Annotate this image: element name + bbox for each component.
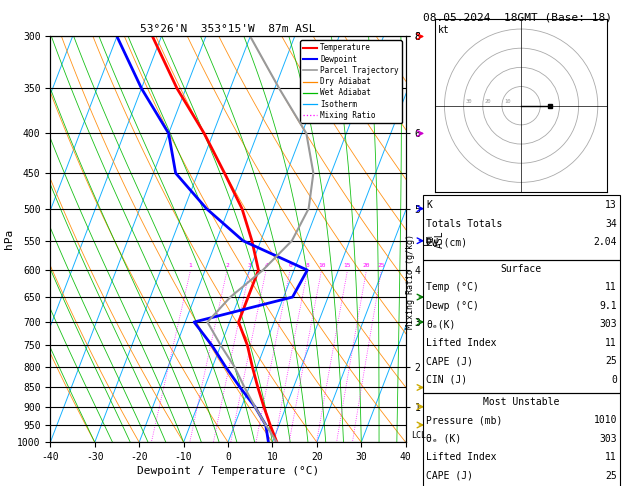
Text: Lifted Index: Lifted Index	[426, 452, 497, 462]
Text: K: K	[426, 200, 432, 210]
Text: 1: 1	[189, 263, 192, 268]
Text: 15: 15	[344, 263, 351, 268]
Y-axis label: km
ASL: km ASL	[423, 230, 445, 248]
Text: 9.1: 9.1	[599, 301, 617, 311]
Text: 303: 303	[599, 434, 617, 444]
Text: 2.04: 2.04	[594, 237, 617, 247]
Text: 10: 10	[318, 263, 325, 268]
Text: 1010: 1010	[594, 416, 617, 425]
Text: 11: 11	[605, 338, 617, 348]
Text: PW (cm): PW (cm)	[426, 237, 467, 247]
X-axis label: Dewpoint / Temperature (°C): Dewpoint / Temperature (°C)	[137, 466, 319, 476]
Text: Temp (°C): Temp (°C)	[426, 282, 479, 293]
Text: Surface: Surface	[501, 264, 542, 274]
Text: 8: 8	[306, 263, 309, 268]
Text: 20: 20	[363, 263, 370, 268]
Text: 4: 4	[264, 263, 268, 268]
Text: 13: 13	[605, 200, 617, 210]
Text: Lifted Index: Lifted Index	[426, 338, 497, 348]
Text: Totals Totals: Totals Totals	[426, 219, 503, 229]
Text: Mixing Ratio (g/kg): Mixing Ratio (g/kg)	[406, 234, 415, 330]
Text: 25: 25	[377, 263, 385, 268]
Text: θₑ(K): θₑ(K)	[426, 319, 456, 330]
Text: 25: 25	[605, 356, 617, 366]
Text: 10: 10	[504, 99, 510, 104]
Text: θₑ (K): θₑ (K)	[426, 434, 462, 444]
Text: 6: 6	[288, 263, 292, 268]
Text: 11: 11	[605, 452, 617, 462]
Text: CIN (J): CIN (J)	[426, 375, 467, 385]
Text: kt: kt	[438, 25, 450, 35]
Text: 34: 34	[605, 219, 617, 229]
Text: 11: 11	[605, 282, 617, 293]
Text: 25: 25	[605, 471, 617, 481]
Text: 3: 3	[248, 263, 252, 268]
Text: CAPE (J): CAPE (J)	[426, 356, 474, 366]
Text: Most Unstable: Most Unstable	[483, 397, 559, 407]
Text: 0: 0	[611, 375, 617, 385]
Text: 2: 2	[225, 263, 229, 268]
Text: 303: 303	[599, 319, 617, 330]
Text: 20: 20	[485, 99, 491, 104]
Text: 08.05.2024  18GMT (Base: 18): 08.05.2024 18GMT (Base: 18)	[423, 12, 611, 22]
Text: CAPE (J): CAPE (J)	[426, 471, 474, 481]
Text: Pressure (mb): Pressure (mb)	[426, 416, 503, 425]
Text: 30: 30	[465, 99, 472, 104]
Text: Dewp (°C): Dewp (°C)	[426, 301, 479, 311]
Title: 53°26'N  353°15'W  87m ASL: 53°26'N 353°15'W 87m ASL	[140, 24, 316, 35]
Legend: Temperature, Dewpoint, Parcel Trajectory, Dry Adiabat, Wet Adiabat, Isotherm, Mi: Temperature, Dewpoint, Parcel Trajectory…	[300, 40, 402, 123]
Y-axis label: hPa: hPa	[4, 229, 14, 249]
Text: LCL: LCL	[411, 431, 426, 440]
